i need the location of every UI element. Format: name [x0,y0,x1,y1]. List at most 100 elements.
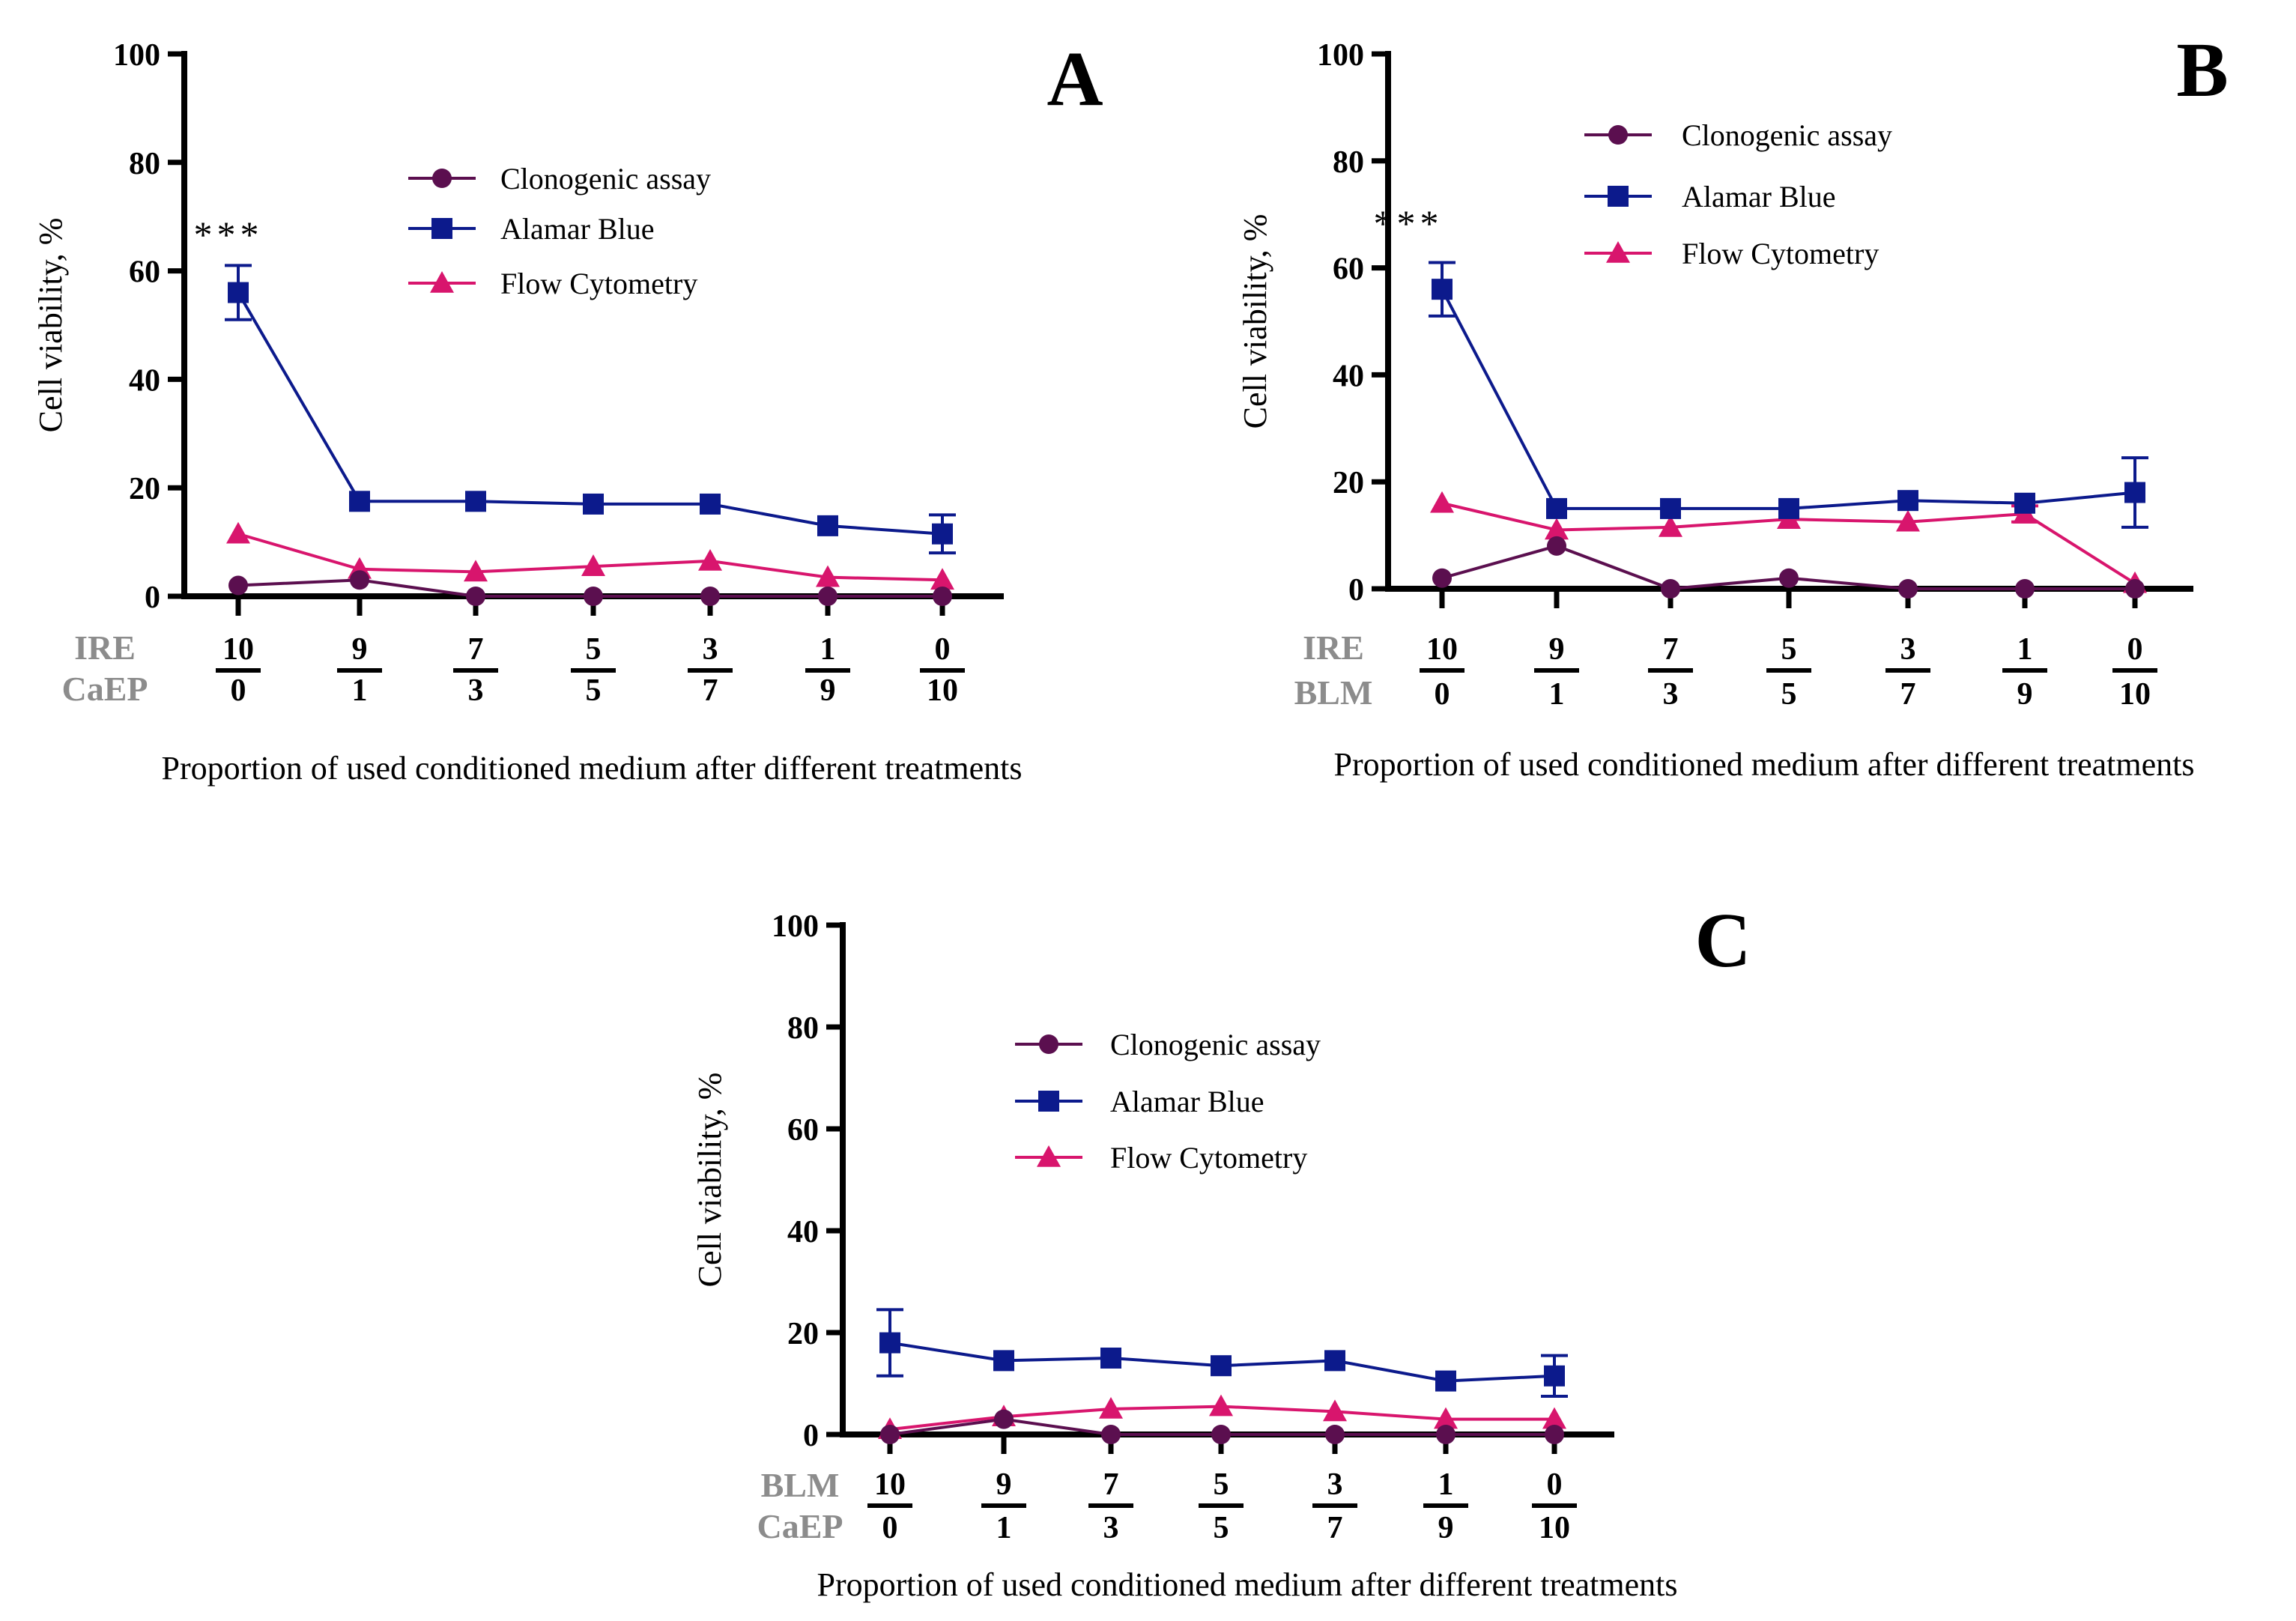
data-point [1432,568,1452,588]
panel-label: B [2176,27,2228,113]
legend-marker [431,218,452,239]
legend-label: Alamar Blue [1682,180,1836,213]
data-point [1544,1365,1565,1387]
x-tick-label-bottom: 5 [1214,1511,1229,1545]
data-point [1435,1370,1456,1392]
y-tick-label: 0 [803,1419,819,1453]
x-tick-label-bottom: 0 [231,673,246,708]
series-flow-cytometry [226,521,954,590]
y-axis-label: Cell viability, % [1237,214,1273,429]
legend-label: Alamar Blue [1110,1085,1264,1118]
legend-marker [1037,1145,1061,1167]
x-tick-label-bottom: 10 [1539,1511,1570,1545]
data-point [1546,497,1567,519]
data-point [349,491,370,512]
data-point [2015,579,2035,599]
legend-item: Flow Cytometry [1584,237,1879,270]
x-axis-label: Proportion of used conditioned medium af… [817,1566,1678,1603]
data-point [1432,279,1453,300]
legend-item: Flow Cytometry [408,267,697,300]
series-alamar-blue [225,264,956,555]
x-tick-label-bottom: 3 [1663,677,1679,712]
data-point [1545,1425,1564,1444]
legend-marker [1608,125,1628,145]
x-tick-label-bottom: 1 [352,673,368,708]
x-tick-label-top: 10 [874,1467,906,1502]
data-point [930,568,954,590]
data-point [1542,1407,1566,1429]
series-clonogenic-assay [880,1409,1564,1444]
x-tick-label-top: 3 [1900,632,1916,667]
x-tick-label-top: 5 [1781,632,1797,667]
data-point [1209,1394,1233,1417]
legend-marker [430,271,454,293]
y-tick-label: 80 [1333,145,1364,180]
y-tick-label: 100 [1317,38,1364,73]
y-tick-label: 20 [787,1317,819,1351]
x-tick-label-top: 9 [996,1467,1012,1502]
x-tick-label-bottom: 7 [1900,677,1916,712]
x-axis-label: Proportion of used conditioned medium af… [1334,746,2195,783]
data-point [1211,1425,1231,1444]
legend-marker [1039,1034,1058,1054]
x-tick-label-bottom: 1 [996,1511,1012,1545]
x-tick-label-top: 0 [1547,1467,1563,1502]
y-tick-label: 80 [787,1011,819,1046]
x-tick-label-top: 3 [703,632,718,667]
x-tick-label-bottom: 1 [1549,677,1565,712]
series-clonogenic-assay [1432,536,2145,599]
x-tick-label-top: 5 [586,632,602,667]
legend-item: Flow Cytometry [1015,1141,1307,1175]
legend-item: Clonogenic assay [1015,1028,1321,1061]
x-tick-label-bottom: 3 [468,673,484,708]
data-point [1897,490,1918,512]
data-point [1898,579,1918,599]
chart-panel-a: 020406080100IRECaEP1009173553719010Cell … [32,36,1103,787]
x-tick-label-top: 10 [1426,632,1458,667]
data-point [1545,518,1569,540]
data-point [228,282,249,303]
y-tick-label: 60 [1333,252,1364,287]
data-point [818,587,837,606]
data-point [816,565,840,587]
data-point [932,523,953,545]
data-point [880,1425,900,1444]
x-row-label-top: BLM [761,1466,840,1504]
data-point [350,570,369,590]
data-point [1547,536,1566,556]
x-tick-label-bottom: 10 [2119,677,2151,712]
y-tick-label: 60 [129,255,160,290]
x-tick-label-top: 1 [1438,1467,1454,1502]
x-tick-label-top: 7 [1103,1467,1119,1502]
data-point [817,515,838,536]
data-point [1324,1350,1345,1372]
data-point [464,560,488,582]
chart-panel-c: 020406080100BLMCaEP1009173553719010Cell … [691,897,1751,1603]
y-tick-label: 0 [145,581,160,615]
x-tick-label-top: 0 [2127,632,2143,667]
x-tick-label-bottom: 0 [1435,677,1450,712]
y-tick-label: 20 [1333,466,1364,500]
data-point [993,1350,1014,1372]
data-point [1659,515,1682,537]
data-point [583,493,604,515]
y-tick-label: 80 [129,147,160,181]
data-point [994,1409,1014,1429]
legend-item: Alamar Blue [1584,180,1836,213]
data-point [1778,497,1799,519]
data-point [581,554,605,576]
x-tick-label-bottom: 7 [1327,1511,1343,1545]
y-axis-label: Cell viability, % [691,1073,728,1288]
x-tick-label-bottom: 9 [1438,1511,1454,1545]
legend-item: Clonogenic assay [1584,118,1892,152]
significance-annotation: *** [1374,202,1444,244]
x-row-label-bottom: CaEP [757,1507,843,1545]
x-tick-label-bottom: 0 [882,1511,898,1545]
data-point [700,493,721,515]
series-line [1441,288,2136,510]
legend-marker [1608,186,1629,207]
y-tick-label: 0 [1348,573,1364,608]
data-point [698,548,722,571]
y-tick-label: 40 [787,1215,819,1249]
x-tick-label-top: 10 [222,632,254,667]
